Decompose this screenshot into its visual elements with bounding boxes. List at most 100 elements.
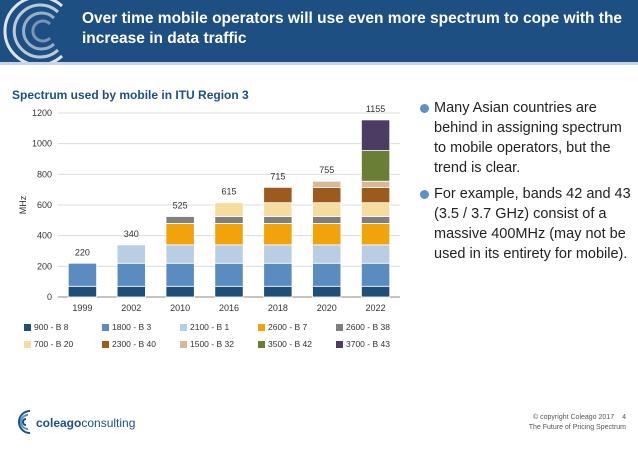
bar-segment [263, 244, 293, 264]
bullet-text: For example, bands 42 and 43 (3.5 / 3.7 … [434, 186, 631, 262]
bar-segment [361, 244, 391, 264]
bar-segment [214, 244, 244, 264]
y-tick-label: 600 [37, 200, 52, 210]
legend-label: 2600 - B 7 [268, 322, 307, 332]
footer-subtitle: The Future of Pricing Spectrum [528, 424, 626, 431]
legend-label: 1500 - B 32 [190, 339, 234, 349]
legend-swatch [24, 341, 31, 348]
legend-label: 3700 - B 43 [346, 339, 390, 349]
footer-text: © copyright Coleago 2017 4 The Future of … [529, 413, 626, 433]
bar-segment [263, 186, 293, 204]
legend-swatch [102, 324, 109, 331]
x-tick-label: 2010 [170, 303, 190, 313]
data-label: 715 [270, 171, 285, 181]
chart-title: Spectrum used by mobile in ITU Region 3 [12, 88, 249, 102]
data-label: 615 [221, 187, 236, 197]
x-tick-label: 2018 [268, 303, 288, 313]
logo-text-light: coleago [36, 416, 81, 430]
bar-segment [165, 216, 195, 224]
legend-swatch [24, 324, 31, 331]
y-tick-label: 0 [47, 292, 52, 302]
bar-segment [312, 244, 342, 264]
page-number: 4 [622, 414, 626, 421]
bullet-dot-icon [420, 104, 429, 113]
bar-segment [67, 285, 97, 298]
legend-swatch [180, 341, 187, 348]
data-label: 340 [124, 229, 139, 239]
header-bar: Over time mobile operators will use even… [0, 0, 638, 62]
bullet-list: Many Asian countries are behind in assig… [420, 98, 632, 270]
bar-segment [361, 186, 391, 204]
bar-segment [165, 244, 195, 264]
bar-segment [263, 285, 293, 298]
bar-segment [165, 285, 195, 298]
copyright-text: © copyright Coleago 2017 [533, 414, 615, 421]
y-tick-label: 800 [37, 169, 52, 179]
legend-label: 2600 - B 38 [346, 322, 390, 332]
bar-segment [361, 262, 391, 287]
bar-segment [361, 119, 391, 151]
legend-swatch [336, 341, 343, 348]
bar-segment [361, 285, 391, 298]
bar-segment [214, 202, 244, 217]
bar-segment [361, 216, 391, 224]
bar-segment [214, 223, 244, 246]
bullet-item: Many Asian countries are behind in assig… [420, 98, 632, 178]
y-tick-label: 1200 [32, 108, 52, 118]
legend-swatch [258, 341, 265, 348]
bar-segment [312, 202, 342, 217]
bar-segment [116, 244, 146, 264]
bar-segment [263, 202, 293, 217]
bar-segment [312, 285, 342, 298]
bullet-item: For example, bands 42 and 43 (3.5 / 3.7 … [420, 184, 632, 264]
legend-label: 3500 - B 42 [268, 339, 312, 349]
slide-title: Over time mobile operators will use even… [82, 10, 623, 47]
bar-segment [67, 262, 97, 287]
x-tick-label: 2002 [121, 303, 141, 313]
legend-label: 1800 - B 3 [112, 322, 151, 332]
bullet-text: Many Asian countries are behind in assig… [434, 100, 622, 176]
bar-segment [312, 180, 342, 188]
y-tick-label: 200 [37, 261, 52, 271]
x-tick-label: 2020 [317, 303, 337, 313]
bar-segment [361, 202, 391, 217]
bar-segment [361, 223, 391, 246]
data-label: 755 [319, 165, 334, 175]
legend-swatch [102, 341, 109, 348]
x-tick-label: 2016 [219, 303, 239, 313]
svg-text:coleagoconsulting: coleagoconsulting [36, 416, 135, 430]
bar-segment [361, 150, 391, 182]
data-label: 220 [75, 247, 90, 257]
bullet-dot-icon [420, 190, 429, 199]
bar-segment [214, 262, 244, 287]
bar-segment [312, 223, 342, 246]
y-axis-label: MHz [18, 195, 28, 214]
x-tick-label: 2022 [366, 303, 386, 313]
y-tick-label: 400 [37, 231, 52, 241]
coleago-logo: coleagoconsulting [10, 408, 160, 441]
bar-segment [312, 216, 342, 224]
legend-swatch [258, 324, 265, 331]
data-label: 1155 [366, 104, 385, 114]
legend-label: 900 - B 8 [34, 322, 69, 332]
bar-segment [361, 180, 391, 188]
legend-swatch [180, 324, 187, 331]
bar-segment [116, 285, 146, 298]
legend-label: 2300 - B 40 [112, 339, 156, 349]
coleago-logo-icon: coleagoconsulting [18, 410, 135, 434]
y-tick-label: 1000 [32, 139, 52, 149]
data-label: 525 [173, 201, 188, 211]
bar-segment [214, 216, 244, 224]
bar-segment [263, 216, 293, 224]
legend-swatch [336, 324, 343, 331]
bar-segment [165, 223, 195, 246]
bar-segment [165, 262, 195, 287]
bar-segment [214, 285, 244, 298]
bar-segment [312, 186, 342, 204]
swirl-logo-icon [3, 0, 64, 62]
bar-segment [263, 223, 293, 246]
x-tick-label: 1999 [72, 303, 92, 313]
stacked-bar-chart: 0 200 400 600 800 1000 1200 MHz 220 1999 340 2002 52… [18, 104, 400, 349]
bar-segment [116, 262, 146, 287]
header-divider [0, 62, 638, 65]
